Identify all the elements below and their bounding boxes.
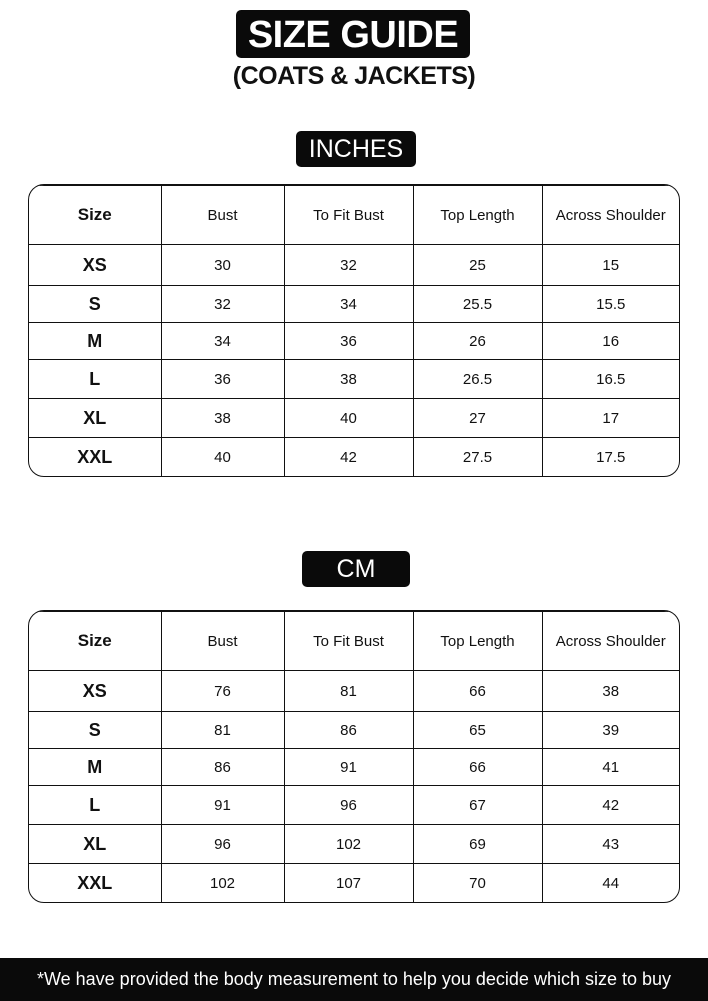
column-header: Bust bbox=[160, 611, 285, 671]
value-cell: 26 bbox=[412, 322, 543, 360]
value-cell: 81 bbox=[160, 711, 285, 749]
value-cell: 69 bbox=[412, 824, 543, 864]
value-cell: 76 bbox=[160, 670, 285, 712]
size-cell: XL bbox=[29, 398, 162, 438]
value-cell: 102 bbox=[160, 863, 285, 902]
value-cell: 38 bbox=[160, 398, 285, 438]
table-row: XXL 40 42 27.5 17.5 bbox=[29, 437, 679, 476]
page-title: SIZE GUIDE bbox=[236, 10, 470, 58]
value-cell: 38 bbox=[283, 359, 414, 399]
column-header: Top Length bbox=[412, 185, 543, 245]
size-cell: XS bbox=[29, 670, 162, 712]
value-cell: 32 bbox=[283, 244, 414, 286]
table-row: XXL 102 107 70 44 bbox=[29, 863, 679, 902]
header-row: Size Bust To Fit Bust Top Length Across Shou… bbox=[29, 611, 679, 671]
value-cell: 36 bbox=[283, 322, 414, 360]
value-cell: 44 bbox=[541, 863, 679, 902]
table-row: XS 30 32 25 15 bbox=[29, 244, 679, 286]
inches-label: INCHES bbox=[296, 131, 416, 167]
table-row: XL 38 40 27 17 bbox=[29, 398, 679, 438]
value-cell: 65 bbox=[412, 711, 543, 749]
value-cell: 86 bbox=[160, 748, 285, 786]
table-row: M 34 36 26 16 bbox=[29, 322, 679, 360]
column-header: To Fit Bust bbox=[283, 185, 414, 245]
value-cell: 40 bbox=[283, 398, 414, 438]
cm-label: CM bbox=[302, 551, 410, 587]
size-cell: L bbox=[29, 785, 162, 825]
size-cell: S bbox=[29, 711, 162, 749]
inches-table: Size Bust To Fit Bust Top Length Across Shou… bbox=[28, 184, 680, 477]
value-cell: 15.5 bbox=[541, 285, 679, 323]
value-cell: 34 bbox=[283, 285, 414, 323]
column-header: Top Length bbox=[412, 611, 543, 671]
value-cell: 39 bbox=[541, 711, 679, 749]
size-cell: L bbox=[29, 359, 162, 399]
cm-table: Size Bust To Fit Bust Top Length Across Shou… bbox=[28, 610, 680, 903]
size-cell: XL bbox=[29, 824, 162, 864]
value-cell: 66 bbox=[412, 748, 543, 786]
value-cell: 30 bbox=[160, 244, 285, 286]
size-cell: S bbox=[29, 285, 162, 323]
value-cell: 41 bbox=[541, 748, 679, 786]
size-cell: XXL bbox=[29, 863, 162, 902]
column-header: Size bbox=[29, 611, 162, 671]
value-cell: 17.5 bbox=[541, 437, 679, 476]
table-row: XS 76 81 66 38 bbox=[29, 670, 679, 712]
value-cell: 42 bbox=[541, 785, 679, 825]
value-cell: 38 bbox=[541, 670, 679, 712]
value-cell: 27.5 bbox=[412, 437, 543, 476]
table-row: M 86 91 66 41 bbox=[29, 748, 679, 786]
value-cell: 34 bbox=[160, 322, 285, 360]
column-header: To Fit Bust bbox=[283, 611, 414, 671]
size-cell: M bbox=[29, 322, 162, 360]
value-cell: 81 bbox=[283, 670, 414, 712]
header-row: Size Bust To Fit Bust Top Length Across Shou… bbox=[29, 185, 679, 245]
value-cell: 36 bbox=[160, 359, 285, 399]
table-row: L 91 96 67 42 bbox=[29, 785, 679, 825]
size-cell: M bbox=[29, 748, 162, 786]
value-cell: 102 bbox=[283, 824, 414, 864]
value-cell: 70 bbox=[412, 863, 543, 902]
page-subtitle: (COATS & JACKETS) bbox=[232, 62, 476, 90]
table-row: XL 96 102 69 43 bbox=[29, 824, 679, 864]
value-cell: 27 bbox=[412, 398, 543, 438]
value-cell: 16.5 bbox=[541, 359, 679, 399]
value-cell: 42 bbox=[283, 437, 414, 476]
value-cell: 66 bbox=[412, 670, 543, 712]
value-cell: 32 bbox=[160, 285, 285, 323]
value-cell: 96 bbox=[283, 785, 414, 825]
table-row: L 36 38 26.5 16.5 bbox=[29, 359, 679, 399]
column-header: Across Shoulder bbox=[541, 611, 679, 671]
value-cell: 26.5 bbox=[412, 359, 543, 399]
value-cell: 96 bbox=[160, 824, 285, 864]
value-cell: 91 bbox=[283, 748, 414, 786]
value-cell: 67 bbox=[412, 785, 543, 825]
value-cell: 40 bbox=[160, 437, 285, 476]
value-cell: 15 bbox=[541, 244, 679, 286]
column-header: Bust bbox=[160, 185, 285, 245]
value-cell: 17 bbox=[541, 398, 679, 438]
column-header: Size bbox=[29, 185, 162, 245]
size-cell: XXL bbox=[29, 437, 162, 476]
value-cell: 25 bbox=[412, 244, 543, 286]
value-cell: 107 bbox=[283, 863, 414, 902]
value-cell: 16 bbox=[541, 322, 679, 360]
value-cell: 25.5 bbox=[412, 285, 543, 323]
footer-note: *We have provided the body measurement t… bbox=[0, 958, 708, 1001]
size-cell: XS bbox=[29, 244, 162, 286]
value-cell: 43 bbox=[541, 824, 679, 864]
value-cell: 86 bbox=[283, 711, 414, 749]
column-header: Across Shoulder bbox=[541, 185, 679, 245]
value-cell: 91 bbox=[160, 785, 285, 825]
table-row: S 32 34 25.5 15.5 bbox=[29, 285, 679, 323]
table-row: S 81 86 65 39 bbox=[29, 711, 679, 749]
